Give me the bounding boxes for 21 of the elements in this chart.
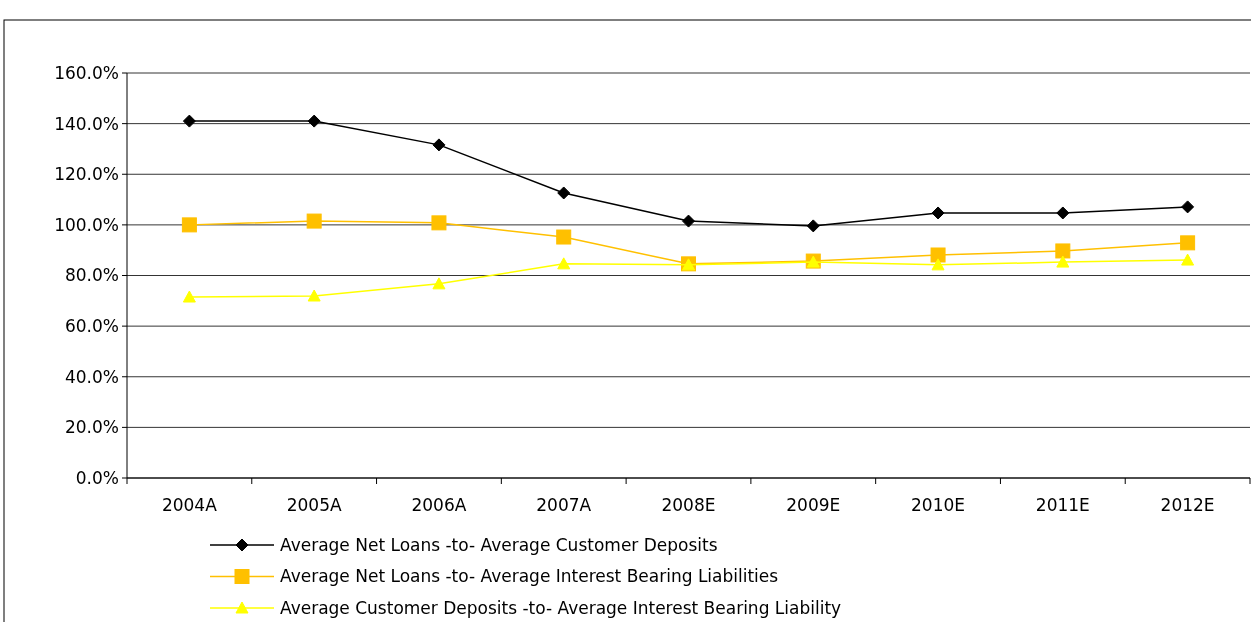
y-tick-label: 80.0% [64, 265, 119, 286]
y-tick-label: 160.0% [54, 62, 119, 83]
x-tick-label: 2005A [286, 495, 342, 515]
y-tick-label: 0.0% [75, 467, 119, 488]
x-tick-label: 2011E [1035, 495, 1090, 515]
y-tick-label: 120.0% [54, 164, 119, 185]
x-tick-label: 2006A [411, 495, 467, 515]
x-tick-label: 2007A [536, 495, 592, 515]
x-tick-label: 2009E [786, 495, 841, 515]
y-tick-label: 20.0% [64, 417, 119, 438]
y-tick-label: 140.0% [54, 113, 119, 134]
y-tick-label: 60.0% [64, 316, 119, 337]
x-tick-label: 2004A [161, 495, 218, 515]
x-tick-label: 2012E [1160, 495, 1215, 515]
x-tick-label: 2008E [661, 495, 716, 515]
y-tick-label: 100.0% [54, 214, 119, 235]
legend-label: Average Net Loans -to- Average Customer Deposits [280, 534, 718, 555]
y-tick-label: 40.0% [64, 366, 119, 387]
x-tick-label: 2010E [911, 495, 966, 515]
legend-label: Average Net Loans -to- Average Interest Bearing Liabilities [280, 566, 779, 587]
legend-label: Average Customer Deposits -to- Average Interest Bearing Liability [280, 597, 842, 618]
